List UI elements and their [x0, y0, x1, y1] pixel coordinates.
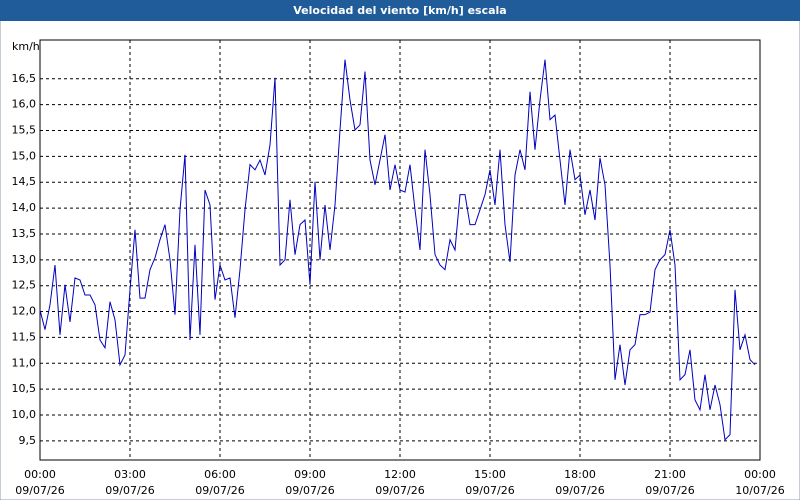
title-bar — [0, 0, 800, 21]
y-tick-label: 9,5 — [19, 434, 37, 447]
x-tick-label: 12:00 — [384, 468, 416, 481]
plot-border — [39, 39, 761, 461]
x-tick-label: 00:00 — [24, 468, 56, 481]
y-tick-label: 11,5 — [12, 330, 37, 343]
x-tick-label: 15:00 — [474, 468, 506, 481]
y-tick-label: 10,5 — [12, 382, 37, 395]
y-tick-label: 13,5 — [12, 227, 37, 240]
y-tick-label: 16,5 — [12, 72, 37, 85]
y-tick-label: 14,0 — [12, 201, 37, 214]
x-tick-date: 09/07/26 — [15, 484, 64, 497]
x-tick-date: 09/07/26 — [105, 484, 154, 497]
x-tick-date: 09/07/26 — [465, 484, 514, 497]
chart-title: Velocidad del viento [km/h] escala — [293, 4, 506, 17]
y-tick-label: 13,0 — [12, 253, 37, 266]
x-tick-date: 09/07/26 — [195, 484, 244, 497]
x-tick-date: 10/07/26 — [735, 484, 784, 497]
x-tick-label: 03:00 — [114, 468, 146, 481]
x-tick-label: 09:00 — [294, 468, 326, 481]
y-tick-label: 14,5 — [12, 175, 37, 188]
y-tick-label: 15,5 — [12, 124, 37, 137]
data-line — [39, 59, 756, 441]
y-tick-label: 10,0 — [12, 408, 37, 421]
x-tick-date: 09/07/26 — [645, 484, 694, 497]
y-tick-label: 12,5 — [12, 279, 37, 292]
y-tick-label: 16,0 — [12, 98, 37, 111]
y-tick-label: 12,0 — [12, 305, 37, 318]
x-tick-date: 09/07/26 — [375, 484, 424, 497]
y-tick-label: 15,0 — [12, 149, 37, 162]
y-tick-label: 11,0 — [12, 356, 37, 369]
x-tick-date: 09/07/26 — [555, 484, 604, 497]
x-tick-label: 21:00 — [654, 468, 686, 481]
x-tick-label: 00:00 — [744, 468, 776, 481]
x-tick-label: 18:00 — [564, 468, 596, 481]
y-axis-label: km/h — [12, 40, 40, 53]
x-tick-label: 06:00 — [204, 468, 236, 481]
x-tick-date: 09/07/26 — [285, 484, 334, 497]
